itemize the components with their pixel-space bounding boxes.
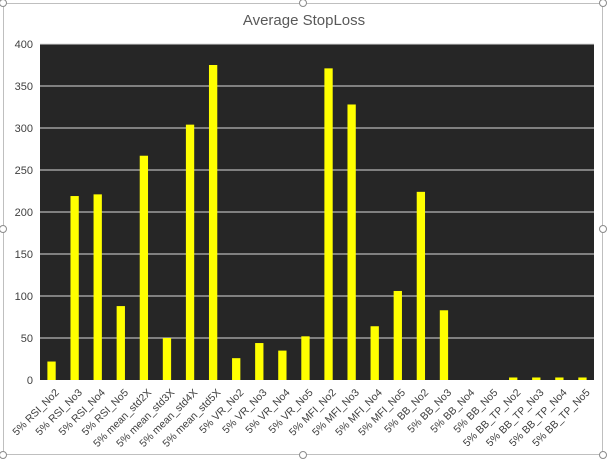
bar[interactable]: [185, 124, 195, 380]
bar[interactable]: [370, 326, 379, 380]
resize-handle-middle-right[interactable]: [599, 225, 607, 233]
y-tick-label: 200: [15, 207, 33, 219]
y-tick-label: 400: [15, 39, 33, 51]
y-tick-label: 0: [27, 375, 33, 387]
bar[interactable]: [139, 155, 149, 380]
chart-title: Average StopLoss: [243, 12, 365, 29]
bar[interactable]: [301, 336, 310, 380]
resize-handle-bottom-center[interactable]: [299, 451, 307, 459]
y-tick-label: 50: [21, 333, 33, 345]
bar[interactable]: [509, 377, 518, 380]
resize-handle-top-right[interactable]: [599, 0, 607, 7]
bar[interactable]: [393, 290, 402, 380]
bars: [47, 65, 587, 381]
bar[interactable]: [578, 377, 587, 380]
bar[interactable]: [208, 65, 218, 380]
bar[interactable]: [93, 194, 102, 380]
bar[interactable]: [232, 358, 241, 380]
bar[interactable]: [278, 350, 287, 380]
resize-handle-bottom-right[interactable]: [599, 451, 607, 459]
y-axis-tick-labels: 0 50 100 150 200 250 300 350 400: [15, 39, 33, 387]
bar[interactable]: [416, 191, 426, 380]
bar[interactable]: [347, 104, 356, 380]
y-tick-label: 150: [15, 249, 33, 261]
bar[interactable]: [116, 306, 125, 380]
bar[interactable]: [324, 68, 333, 381]
y-tick-label: 300: [15, 123, 33, 135]
resize-handle-top-center[interactable]: [299, 0, 307, 7]
resize-handle-bottom-left[interactable]: [0, 451, 7, 459]
bar[interactable]: [532, 377, 541, 380]
y-tick-label: 250: [15, 165, 33, 177]
bar[interactable]: [70, 196, 79, 380]
bar[interactable]: [47, 361, 56, 380]
gridlines: [40, 43, 594, 339]
bar[interactable]: [439, 310, 449, 380]
resize-handle-middle-left[interactable]: [0, 225, 7, 233]
bar[interactable]: [162, 338, 172, 380]
bar[interactable]: [555, 377, 564, 380]
y-tick-label: 350: [15, 81, 33, 93]
resize-handle-top-left[interactable]: [0, 0, 7, 7]
y-tick-label: 100: [15, 291, 33, 303]
bar[interactable]: [255, 343, 264, 380]
